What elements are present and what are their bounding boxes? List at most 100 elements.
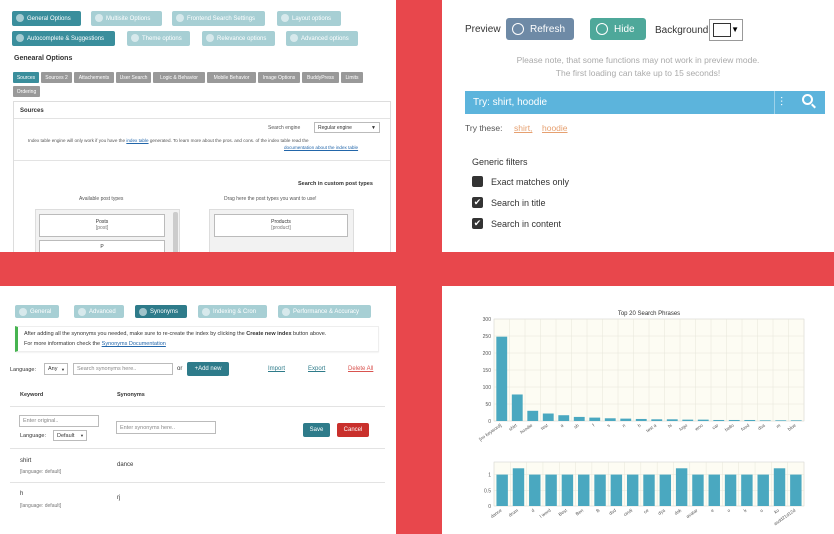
search-input[interactable]: Try: shirt, hoodie [473, 97, 548, 108]
search-content-checkbox[interactable]: ✔ [472, 218, 483, 229]
selected-post-types-list[interactable]: Products [product] [209, 209, 354, 252]
tab-advanced[interactable]: Advanced [74, 305, 124, 318]
x-tick-label: l word [539, 507, 552, 518]
bar [529, 474, 541, 506]
tab-relevance-options[interactable]: Relevance options [202, 31, 275, 46]
cancel-button[interactable]: Cancel [337, 423, 369, 437]
subtab-attachements[interactable]: Attachements [74, 72, 114, 83]
subtab-user-search[interactable]: User Search [116, 72, 151, 83]
subtab-limits[interactable]: Limits [341, 72, 363, 83]
divider [10, 406, 385, 407]
bar [578, 474, 590, 506]
y-tick-label: 250 [483, 334, 492, 340]
export-link[interactable]: Export [308, 366, 326, 372]
tab-advanced-options[interactable]: Advanced options [286, 31, 358, 46]
notice-text-3: For more information check the [24, 341, 101, 347]
save-button[interactable]: Save [303, 423, 330, 437]
new-keyword-input[interactable]: Enter original.. [19, 415, 99, 427]
top-search-phrases-chart: Top 20 Search Phrases 0 50 100 150 200 250 300 [… [478, 311, 805, 442]
sliders-icon [206, 34, 214, 42]
tab-label: General Options [27, 15, 71, 22]
subtab-buddypress[interactable]: BuddyPress [302, 72, 339, 83]
new-language-select[interactable]: Default ▼ [53, 430, 87, 441]
add-new-button[interactable]: +Add new [187, 362, 229, 376]
tab-synonyms[interactable]: Synonyms [135, 305, 187, 318]
x-tick-label: hoodie [519, 422, 534, 434]
x-tick-label: shirt [508, 422, 519, 431]
new-synonyms-input[interactable]: Enter synonyms here.. [116, 421, 216, 434]
bar [713, 419, 725, 421]
tab-autocomplete[interactable]: Autocomplete & Suggestions [12, 31, 115, 46]
index-docs-link[interactable]: documentation about the index table [284, 145, 359, 150]
try-these-label: Try these: [465, 123, 503, 133]
search-title-checkbox[interactable]: ✔ [472, 197, 483, 208]
tab-layout-options[interactable]: Layout options [277, 11, 341, 26]
subtab-image-options[interactable]: Image Options [258, 72, 300, 83]
hide-button[interactable]: Hide [590, 18, 646, 40]
bar [594, 474, 606, 506]
bar [659, 474, 672, 506]
tab-theme-options[interactable]: Theme options [127, 31, 190, 46]
divider [774, 91, 775, 114]
tab-performance-accuracy[interactable]: Performance & Accuracy [278, 305, 371, 318]
x-tick-label: sh [573, 422, 580, 429]
suggestion-link[interactable]: shirt, [514, 123, 533, 133]
language-select[interactable]: Any ▼ [44, 363, 68, 375]
tab-multisite-options[interactable]: Multisite Options [91, 11, 162, 26]
bar [773, 468, 786, 506]
search-icon[interactable] [802, 94, 813, 105]
refresh-button[interactable]: Refresh [506, 18, 574, 40]
tab-general[interactable]: General [15, 305, 59, 318]
post-type-item[interactable]: Posts [post] [39, 214, 165, 237]
x-tick-label: hi [667, 423, 673, 429]
tab-frontend-search-settings[interactable]: Frontend Search Settings [172, 11, 265, 26]
bar [527, 410, 539, 421]
subtab-sources-2[interactable]: Sources 2 [41, 72, 72, 83]
search-bar[interactable]: Try: shirt, hoodie ⫶ [465, 91, 825, 114]
import-link[interactable]: Import [268, 366, 286, 372]
synonym-search-input[interactable]: Search synonyms here.. [73, 363, 173, 375]
y-tick-label: 0 [488, 419, 491, 425]
search-icon-handle [811, 103, 816, 109]
bar [692, 474, 704, 506]
subtab-mobile-behavior[interactable]: Mobile Behavior [207, 72, 256, 83]
x-tick-label: n [621, 422, 626, 428]
delete-all-link[interactable]: Delete All [348, 366, 374, 372]
subtab-sources[interactable]: Sources [13, 72, 39, 83]
exact-matches-checkbox[interactable] [472, 176, 483, 187]
subtab-logic-behavior[interactable]: Logic & Behavior [153, 72, 205, 83]
bar [790, 420, 802, 421]
available-post-types-list[interactable]: Posts [post] P [35, 209, 180, 252]
tab-label: Frontend Search Settings [187, 15, 256, 22]
refresh-icon [512, 23, 524, 35]
post-type-item[interactable]: P [39, 240, 165, 252]
bar [757, 474, 769, 506]
settings-sliders-icon[interactable]: ⫶ [780, 95, 784, 109]
gear-icon [16, 14, 24, 22]
background-color-picker[interactable]: ▼ [709, 19, 743, 41]
index-note-text: Index table engine will only work if you… [28, 138, 126, 143]
sources-header: Sources [20, 108, 44, 114]
synonyms-docs-link[interactable]: Synonyms Documentation [101, 341, 166, 347]
subtab-ordering[interactable]: Ordering [13, 86, 40, 97]
x-tick-label: a [559, 422, 564, 428]
notice-bold: Create new index [246, 331, 292, 337]
scrollbar[interactable] [173, 212, 178, 252]
bar [620, 418, 632, 421]
index-table-link[interactable]: index table [126, 138, 149, 143]
background-label: Background: [655, 25, 712, 36]
x-tick-label: test a [645, 422, 657, 433]
suggestion-link[interactable]: hoodie [542, 123, 568, 133]
y-tick-label: 150 [483, 368, 492, 374]
search-engine-select[interactable]: Regular engine ▼ [314, 122, 380, 133]
tab-indexing-cron[interactable]: Indexing & Cron [198, 305, 267, 318]
post-type-item[interactable]: Products [product] [214, 214, 348, 237]
bar [666, 419, 678, 421]
tab-general-options[interactable]: General Options [12, 11, 81, 26]
x-tick-label: cindi [623, 508, 634, 518]
clock-icon [202, 307, 210, 316]
tab-label: Synonyms [150, 308, 179, 315]
x-tick-label: dance [490, 507, 503, 519]
row-keyword: shirt [20, 458, 32, 464]
